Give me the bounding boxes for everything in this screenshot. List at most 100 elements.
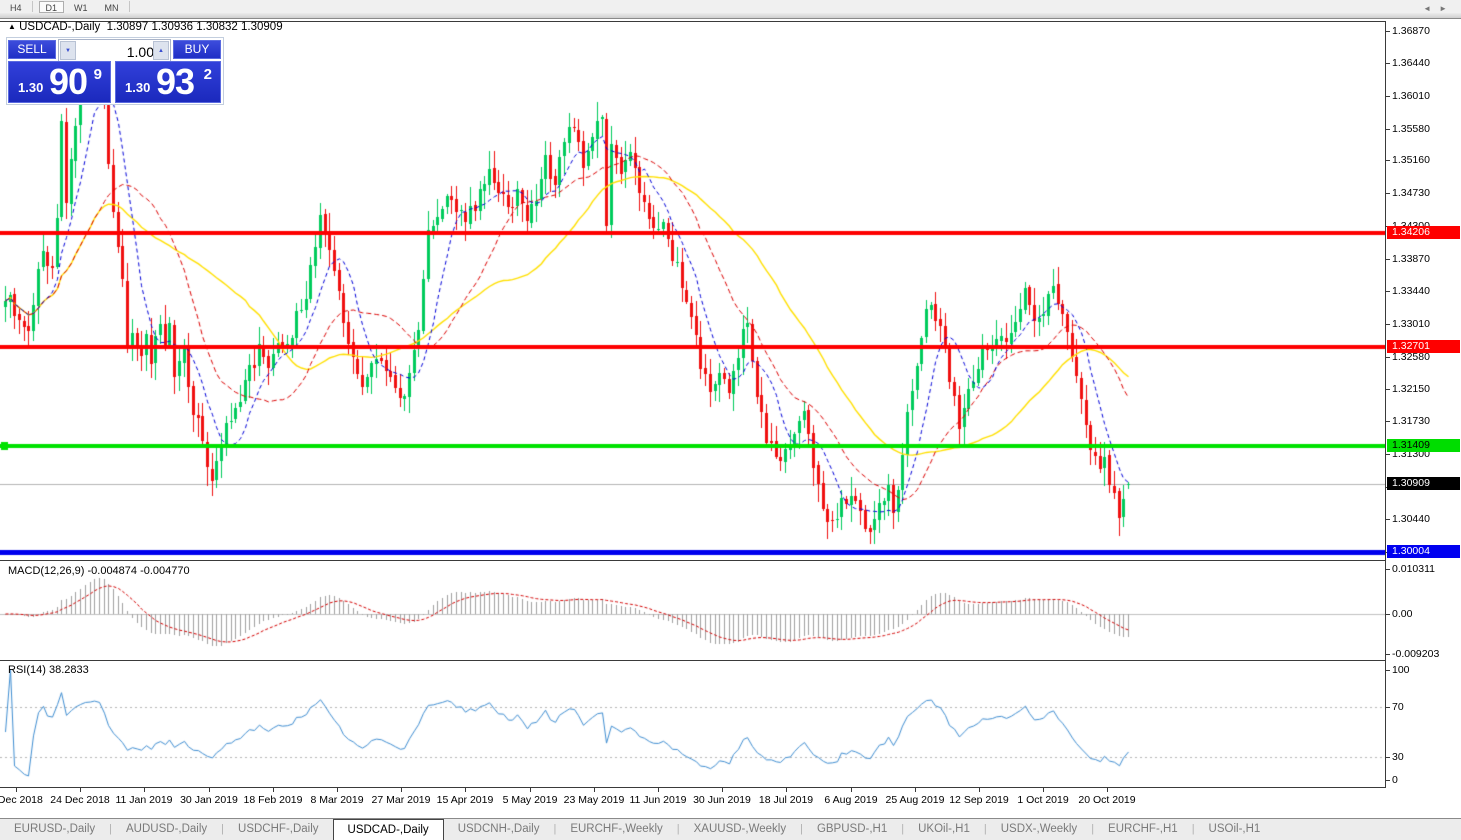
axis-tick-mark — [1386, 707, 1390, 708]
tab-separator: | — [676, 823, 680, 835]
chart-tab-usoil-h1[interactable]: USOil-,H1 — [1208, 823, 1261, 835]
date-axis-label: 30 Jan 2019 — [180, 794, 238, 806]
axis-tick-mark — [1386, 421, 1390, 422]
chart-tab-ukoil-h1[interactable]: UKOil-,H1 — [918, 823, 970, 835]
chart-tab-usdcad-daily[interactable]: USDCAD-,Daily — [332, 819, 444, 840]
ohlc-high: 1.30936 — [151, 21, 194, 33]
axis-tick-mark — [1386, 614, 1390, 615]
axis-tick-mark — [1386, 357, 1390, 358]
chart-tab-gbpusd-h1[interactable]: GBPUSD-,H1 — [816, 823, 888, 835]
buy-price-big: 93 — [156, 61, 195, 102]
volume-input[interactable] — [78, 41, 156, 62]
timeframe-button-w1[interactable]: W1 — [67, 1, 95, 13]
buy-price-box[interactable]: 1.30 93 2 — [115, 61, 221, 103]
date-tick-mark — [594, 788, 595, 792]
chart-tab-eurchf-weekly[interactable]: EURCHF-,Weekly — [570, 823, 663, 835]
tab-scroll-arrows[interactable]: ◄► — [1423, 4, 1455, 13]
rsi-axis-label: 100 — [1392, 664, 1410, 676]
timeframe-button-h4[interactable]: H4 — [3, 1, 29, 13]
price-axis-label: 1.35160 — [1392, 154, 1430, 166]
date-axis-label: 24 Dec 2018 — [50, 794, 110, 806]
date-tick-mark — [273, 788, 274, 792]
tab-separator: | — [901, 823, 905, 835]
price-axis-label: 1.30440 — [1392, 513, 1430, 525]
sell-price-box[interactable]: 1.30 90 9 — [8, 61, 111, 103]
macd-axis-label: -0.009203 — [1392, 648, 1440, 660]
macd-axis-label: 0.00 — [1392, 608, 1413, 620]
date-axis-label: 18 Feb 2019 — [243, 794, 303, 806]
sell-button[interactable]: SELL — [8, 40, 56, 59]
chart-tab-eurusd-daily[interactable]: EURUSD-,Daily — [14, 823, 96, 835]
volume-increase-button[interactable]: ▲ — [153, 41, 169, 60]
chart-tab-audusd-daily[interactable]: AUDUSD-,Daily — [126, 823, 208, 835]
price-axis-border — [1385, 21, 1386, 787]
toolbar-separator — [128, 1, 130, 12]
ohlc-close: 1.30909 — [241, 21, 283, 33]
tab-separator: | — [800, 823, 803, 835]
axis-tick-mark — [1386, 31, 1390, 32]
price-axis[interactable]: 1.36870 1.36440 1.36010 1.35580 1.35160 1.347… — [1386, 19, 1461, 788]
macd-axis-label: 0.010311 — [1392, 563, 1436, 575]
date-tick-mark — [1107, 788, 1108, 792]
one-click-trading-panel: SELL ▼ ▲ BUY 1.30 90 9 1.30 93 2 — [6, 37, 224, 105]
axis-tick-mark — [1386, 670, 1390, 671]
buy-button[interactable]: BUY — [173, 40, 221, 59]
volume-decrease-button[interactable]: ▼ — [60, 41, 76, 60]
sell-price-big: 90 — [49, 61, 88, 102]
axis-tick-mark — [1386, 259, 1390, 260]
axis-tick-mark — [1386, 129, 1390, 130]
timeframe-button-mn[interactable]: MN — [98, 1, 126, 13]
axis-tick-mark — [1386, 324, 1390, 325]
timeframe-button-d1[interactable]: D1 — [38, 0, 65, 13]
pane-border-macd — [0, 560, 1386, 561]
date-axis-label: 23 May 2019 — [563, 794, 625, 806]
up-arrow-icon: ▲ — [158, 48, 164, 54]
price-axis-label: 1.32580 — [1392, 351, 1430, 363]
axis-tick-mark — [1386, 63, 1390, 64]
ohlc-low: 1.30832 — [196, 21, 238, 33]
sell-price-prefix: 1.30 — [18, 80, 44, 95]
price-axis-label: 1.36870 — [1392, 25, 1430, 37]
pane-border-rsi — [0, 660, 1386, 661]
volume-spinner: ▼ ▲ — [58, 39, 171, 62]
down-arrow-icon: ▼ — [65, 48, 71, 54]
chart-tab-xauusd-weekly[interactable]: XAUUSD-,Weekly — [693, 823, 787, 835]
collapse-triangle-icon[interactable]: ▲ — [8, 22, 16, 31]
date-tick-mark — [658, 788, 659, 792]
date-axis-label: 27 Mar 2019 — [371, 794, 431, 806]
date-tick-mark — [786, 788, 787, 792]
axis-tick-mark — [1386, 569, 1390, 570]
chart-tab-usdx-weekly[interactable]: USDX-,Weekly — [1000, 823, 1078, 835]
tab-separator: | — [1091, 823, 1095, 835]
date-tick-mark — [209, 788, 210, 792]
axis-tick-mark — [1386, 389, 1390, 390]
date-axis-label: 11 Jun 2019 — [629, 794, 687, 806]
scroll-right-icon: ► — [1439, 4, 1455, 13]
sell-price-pip: 9 — [93, 66, 102, 83]
timeframe-toolbar: H4 D1 W1 MN — [0, 0, 1461, 13]
pane-border-bottom — [0, 787, 1386, 788]
macd-value-main: -0.004874 — [87, 565, 138, 577]
axis-tick-mark — [1386, 757, 1390, 758]
price-chart-canvas[interactable] — [0, 22, 1386, 558]
date-tick-mark — [979, 788, 980, 792]
tab-separator: | — [221, 823, 225, 835]
date-axis-label: 1 Oct 2019 — [1017, 794, 1069, 806]
date-tick-mark — [851, 788, 852, 792]
rsi-pane-canvas[interactable] — [0, 661, 1386, 786]
price-tag-131409: 1.31409 — [1387, 439, 1460, 452]
date-axis[interactable]: 5 Dec 2018 24 Dec 2018 11 Jan 2019 30 Jan 2… — [0, 788, 1461, 818]
rsi-indicator-label: RSI(14) 38.2833 — [8, 664, 89, 676]
axis-tick-mark — [1386, 780, 1390, 781]
price-axis-label: 1.34730 — [1392, 187, 1430, 199]
chart-tab-usdchf-daily[interactable]: USDCHF-,Daily — [238, 823, 319, 835]
chart-tab-eurchf-h1[interactable]: EURCHF-,H1 — [1108, 823, 1178, 835]
axis-tick-mark — [1386, 291, 1390, 292]
date-axis-label: 5 May 2019 — [502, 794, 558, 806]
price-axis-label: 1.33870 — [1392, 253, 1430, 265]
macd-pane-canvas[interactable] — [0, 562, 1386, 659]
scroll-left-icon: ◄ — [1423, 4, 1440, 13]
price-tag-130004: 1.30004 — [1387, 545, 1460, 558]
date-axis-label: 8 Mar 2019 — [310, 794, 364, 806]
chart-tab-usdcnh-daily[interactable]: USDCNH-,Daily — [457, 823, 540, 835]
